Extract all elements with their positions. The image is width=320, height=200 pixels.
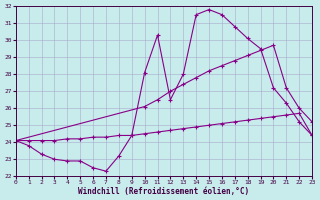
X-axis label: Windchill (Refroidissement éolien,°C): Windchill (Refroidissement éolien,°C) — [78, 187, 250, 196]
